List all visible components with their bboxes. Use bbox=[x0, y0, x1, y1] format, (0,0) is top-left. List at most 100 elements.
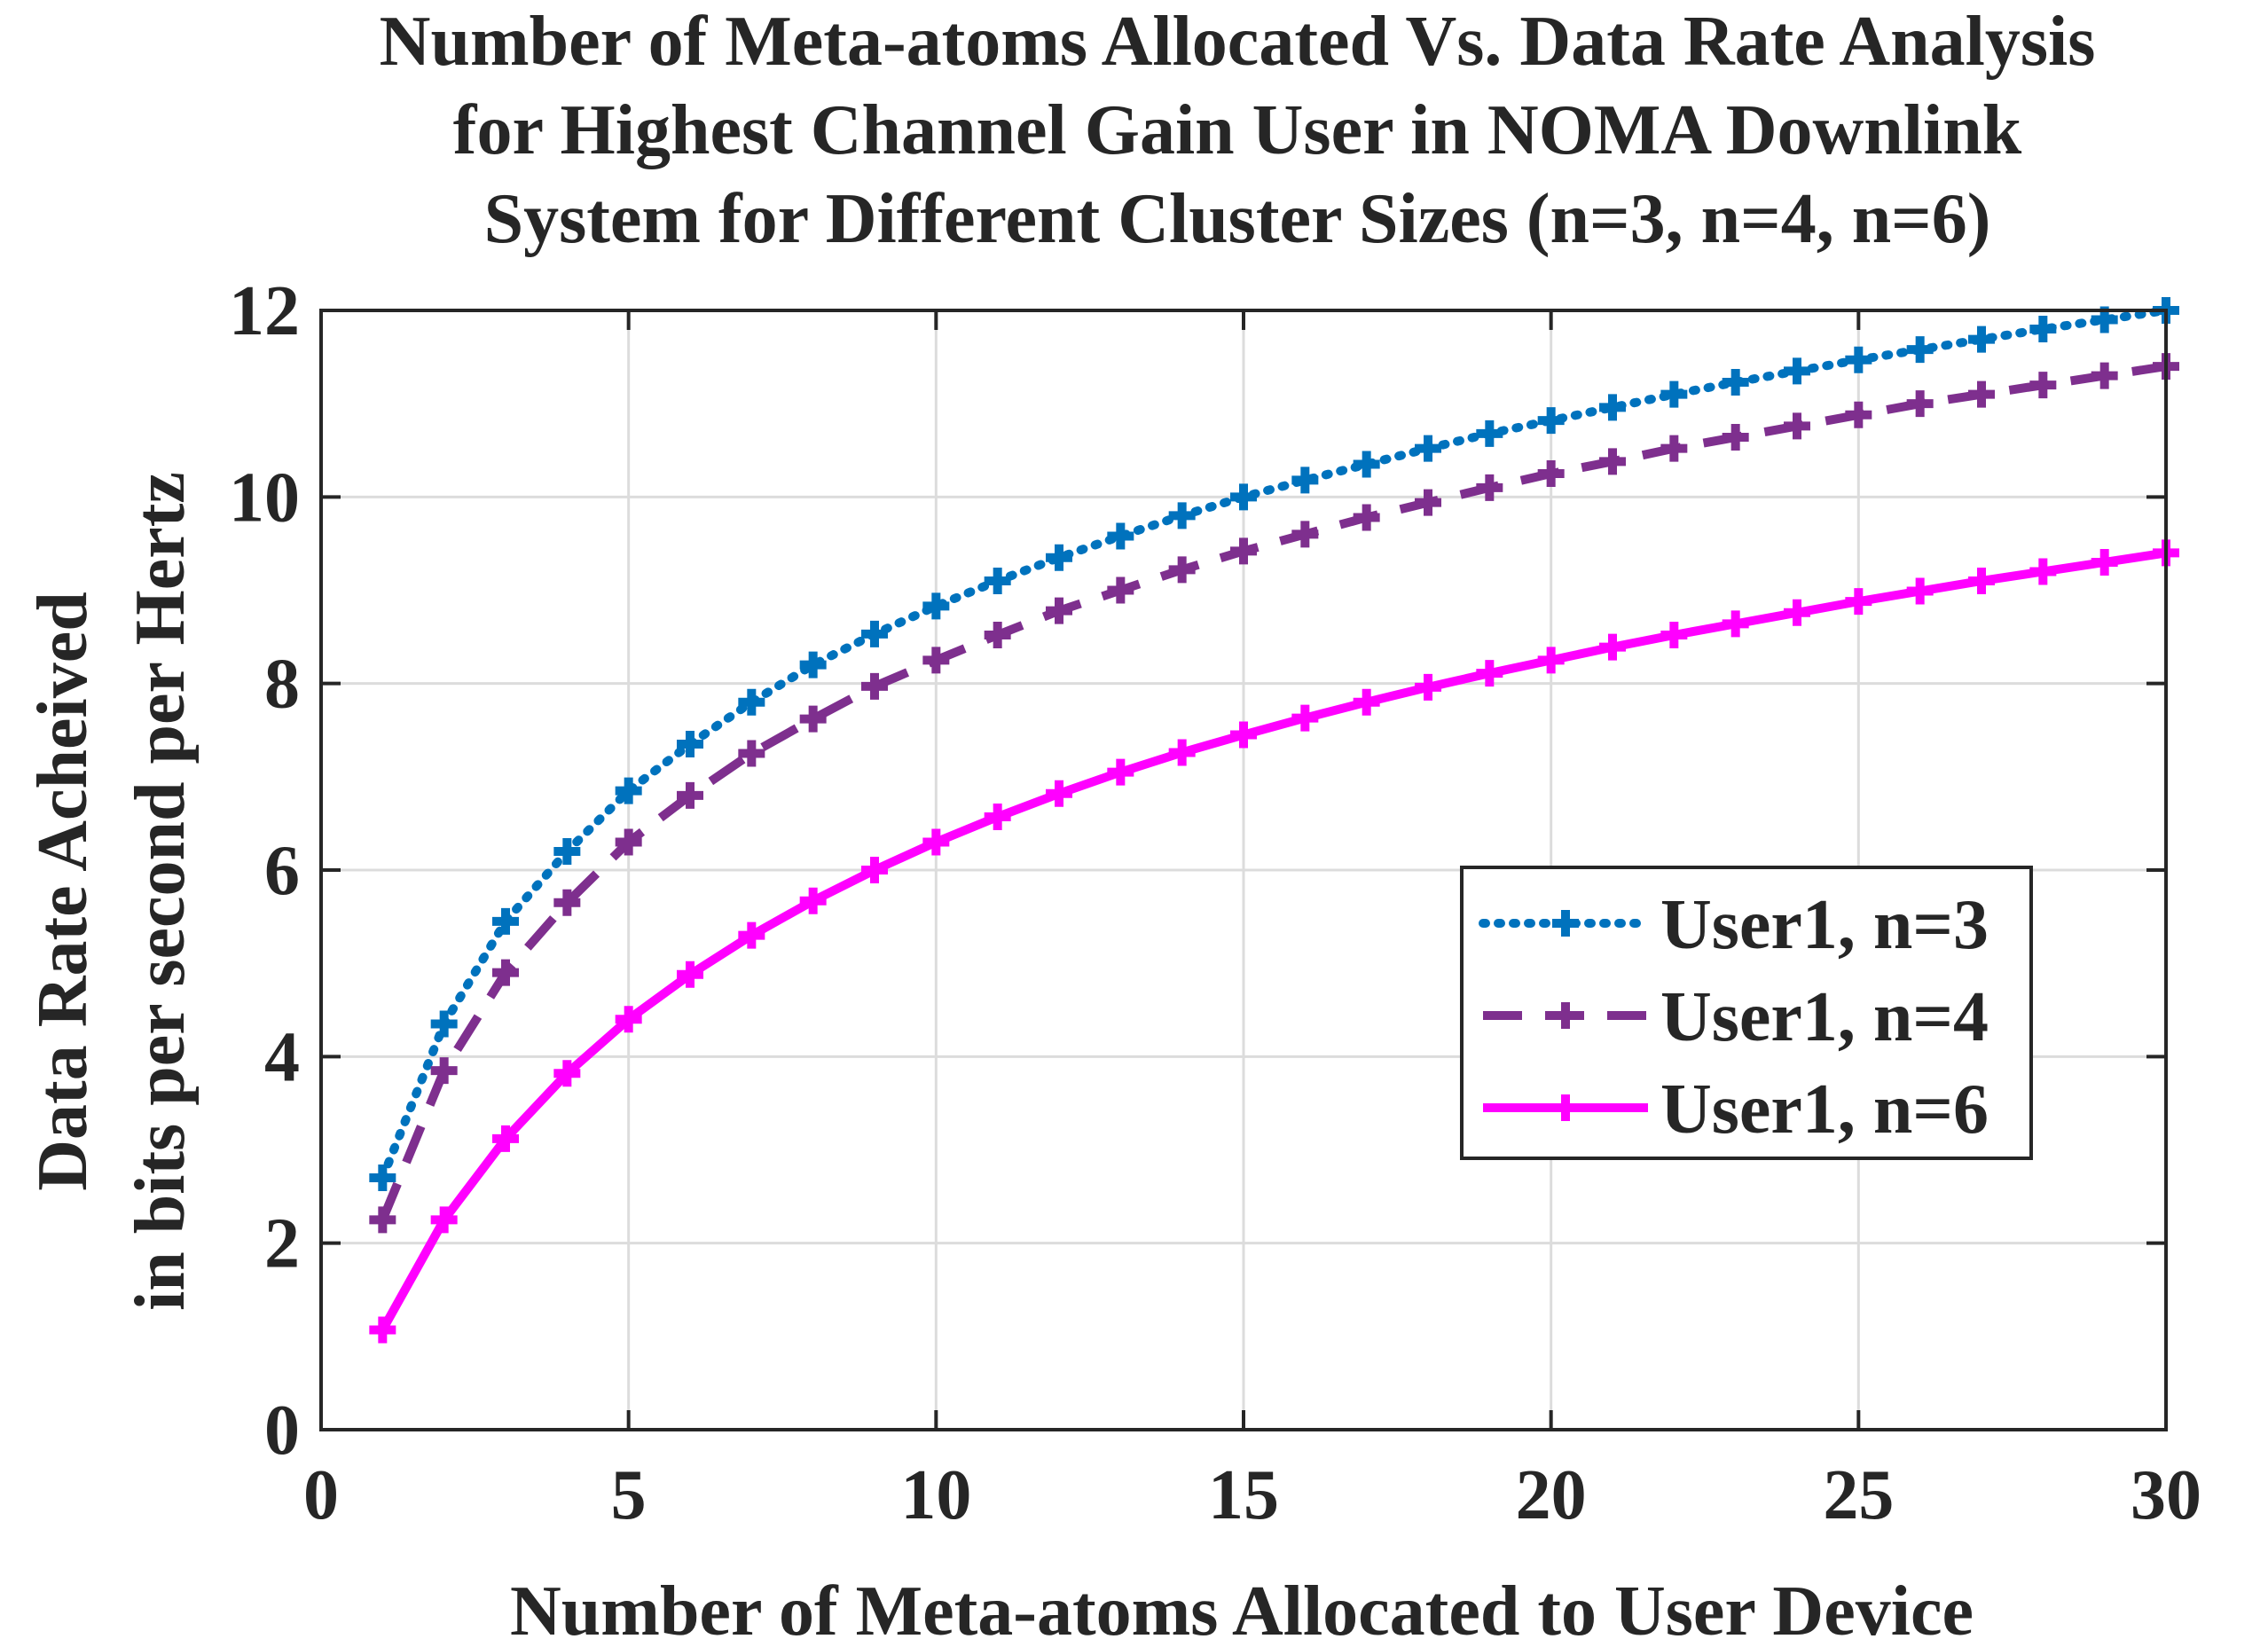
data-point bbox=[738, 921, 765, 949]
data-point bbox=[1046, 597, 1072, 624]
data-point bbox=[799, 887, 827, 914]
data-point bbox=[1722, 610, 1749, 638]
data-point bbox=[615, 828, 642, 856]
data-point bbox=[677, 781, 703, 809]
data-point bbox=[1537, 647, 1565, 674]
data-point bbox=[1906, 577, 1934, 605]
data-point bbox=[984, 567, 1011, 594]
data-point bbox=[677, 731, 703, 758]
data-point bbox=[1599, 633, 1626, 661]
data-point bbox=[1476, 420, 1503, 447]
data-point bbox=[1168, 502, 1196, 529]
data-point bbox=[1784, 412, 1810, 440]
data-point bbox=[1660, 435, 1688, 462]
title-line-1: Number of Meta-atoms Allocated Vs. Data … bbox=[380, 3, 2096, 81]
data-point bbox=[1784, 357, 1810, 385]
legend-label: User1, n=6 bbox=[1660, 1070, 1989, 1149]
data-point bbox=[738, 688, 765, 716]
data-point bbox=[1660, 621, 1688, 648]
data-point bbox=[553, 837, 581, 865]
data-point bbox=[2091, 362, 2118, 389]
data-point bbox=[738, 740, 765, 767]
data-point bbox=[1599, 394, 1626, 421]
data-point bbox=[1660, 380, 1688, 408]
legend-marker-sample bbox=[1552, 1002, 1579, 1029]
data-point bbox=[922, 828, 950, 856]
y-axis-label-line-2: in bits per second per Hertz bbox=[122, 472, 200, 1311]
data-point bbox=[430, 1057, 458, 1085]
series-3 bbox=[369, 539, 2179, 1344]
data-point bbox=[1415, 489, 1441, 516]
data-point bbox=[1968, 380, 1995, 408]
data-point bbox=[861, 672, 888, 700]
data-point bbox=[369, 1316, 396, 1344]
data-point bbox=[615, 777, 642, 804]
data-point bbox=[922, 592, 950, 620]
data-point bbox=[553, 889, 581, 916]
data-point bbox=[1107, 576, 1134, 604]
data-point bbox=[1476, 474, 1503, 501]
data-point bbox=[1845, 346, 1872, 373]
data-point bbox=[799, 651, 827, 678]
y-axis-label-line-1: Data Rate Acheived bbox=[24, 592, 102, 1190]
data-point bbox=[1168, 556, 1196, 584]
x-tick-label: 30 bbox=[2131, 1456, 2201, 1534]
data-point bbox=[1353, 504, 1380, 531]
data-point bbox=[2091, 548, 2118, 576]
x-tick-label: 5 bbox=[611, 1456, 647, 1534]
data-point bbox=[2029, 558, 2057, 585]
legend: User1, n=3 User1, n=4 User1, n=6 bbox=[1460, 866, 2033, 1160]
x-tick-label: 10 bbox=[900, 1456, 971, 1534]
x-tick-labels: 0 5 10 15 20 25 30 bbox=[303, 1456, 2201, 1534]
y-axis-label: Data Rate Acheived in bits per second pe… bbox=[24, 472, 200, 1311]
series-line bbox=[378, 362, 2167, 1222]
plot-frame bbox=[319, 309, 2168, 1431]
data-point bbox=[677, 961, 703, 988]
x-tick-label: 25 bbox=[1823, 1456, 1894, 1534]
chart-title: Number of Meta-atoms Allocated Vs. Data … bbox=[380, 3, 2096, 258]
x-axis-label: Number of Meta-atoms Allocated to User D… bbox=[510, 1572, 1974, 1639]
legend-label: User1, n=4 bbox=[1660, 978, 1989, 1056]
data-point bbox=[1722, 368, 1749, 396]
legend-label: User1, n=3 bbox=[1660, 886, 1989, 964]
data-point bbox=[1537, 407, 1565, 435]
data-point bbox=[1415, 435, 1441, 462]
data-point bbox=[922, 647, 950, 674]
data-point bbox=[369, 1206, 396, 1234]
data-point bbox=[430, 1010, 458, 1038]
data-point bbox=[1968, 325, 1995, 353]
legend-entry: User1, n=3 bbox=[1479, 886, 1989, 964]
data-point bbox=[1845, 401, 1872, 428]
data-point bbox=[1107, 758, 1134, 786]
legend-marker-sample bbox=[1552, 910, 1579, 937]
x-tick-label: 15 bbox=[1208, 1456, 1279, 1534]
data-point bbox=[1476, 660, 1503, 687]
data-point bbox=[1906, 336, 1934, 364]
data-point bbox=[1599, 448, 1626, 475]
data-point bbox=[2029, 372, 2057, 399]
legend-entry: User1, n=4 bbox=[1483, 978, 1989, 1056]
data-point bbox=[1230, 721, 1257, 749]
data-point bbox=[1784, 599, 1810, 626]
data-point bbox=[369, 1165, 396, 1192]
y-tick-labels: 0 2 4 6 8 10 12 bbox=[229, 272, 300, 1470]
data-point bbox=[984, 804, 1011, 831]
data-point bbox=[1291, 467, 1319, 494]
data-point bbox=[1906, 390, 1934, 418]
legend-entries: User1, n=3 User1, n=4 User1, n=6 bbox=[1479, 886, 1989, 1149]
series-1 bbox=[369, 297, 2179, 1192]
data-point bbox=[492, 959, 519, 986]
data-point bbox=[1353, 451, 1380, 478]
data-point bbox=[492, 1125, 519, 1152]
x-tick-label: 0 bbox=[303, 1456, 339, 1534]
legend-marker-sample bbox=[1552, 1094, 1579, 1121]
data-point bbox=[1046, 544, 1072, 571]
data-point bbox=[1168, 739, 1196, 766]
y-tick-label: 10 bbox=[229, 459, 300, 537]
data-point bbox=[1722, 424, 1749, 451]
data-point bbox=[861, 620, 888, 647]
data-point bbox=[553, 1060, 581, 1087]
legend-entry: User1, n=6 bbox=[1483, 1070, 1989, 1149]
data-point bbox=[1230, 537, 1257, 565]
